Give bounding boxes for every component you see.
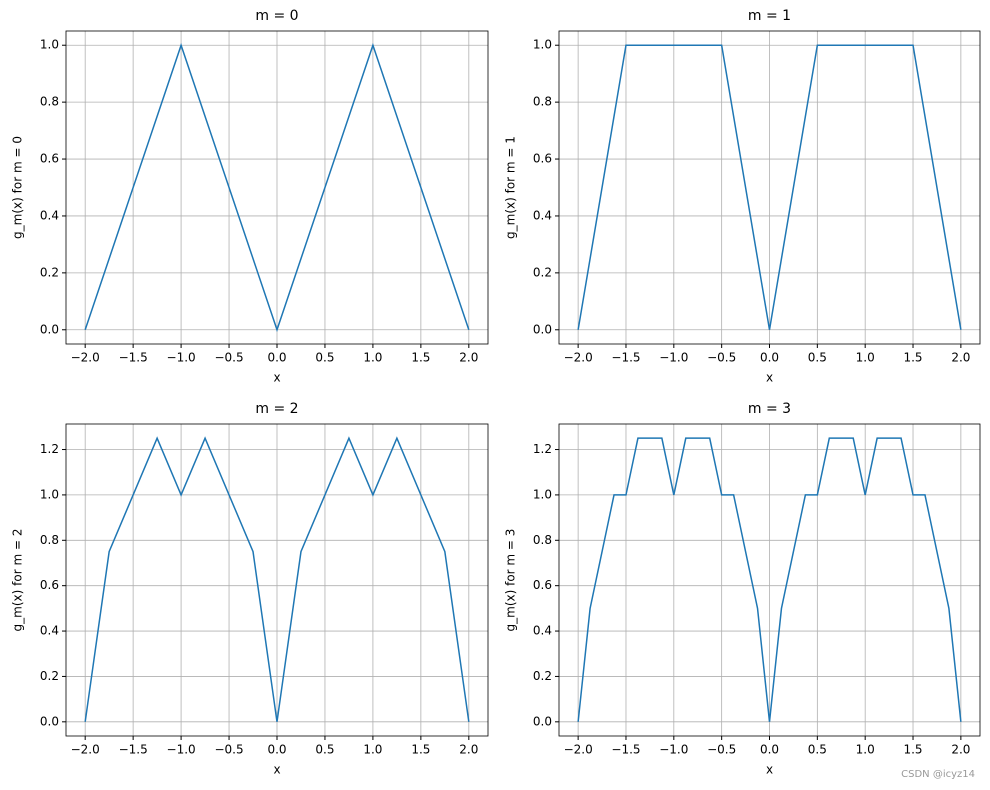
y-tick-label: 0.8 xyxy=(533,95,552,109)
data-line xyxy=(577,44,962,330)
x-tick-label: −1.5 xyxy=(611,351,640,365)
x-tick-label: 1.5 xyxy=(411,351,430,365)
data-line xyxy=(84,436,470,722)
x-tick-label: −0.5 xyxy=(214,743,243,757)
y-tick-label: 1.0 xyxy=(40,38,59,52)
watermark: CSDN @icyz14 xyxy=(901,769,975,780)
y-tick-label: 0.8 xyxy=(533,533,552,547)
x-tick-label: −1.5 xyxy=(611,743,640,757)
x-tick-label: 0.0 xyxy=(760,743,779,757)
x-tick-label: 1.5 xyxy=(903,351,922,365)
x-tick-label: −2.0 xyxy=(564,351,593,365)
y-tick-label: 1.0 xyxy=(40,487,59,501)
y-axis-label: g_m(x) for m = 1 xyxy=(504,136,518,239)
y-tick-label: 1.2 xyxy=(533,442,552,456)
y-tick-label: 0.0 xyxy=(533,322,552,336)
y-tick-label: 0.6 xyxy=(533,152,552,166)
x-tick-label: −2.0 xyxy=(71,351,100,365)
x-tick-label: −0.5 xyxy=(707,743,736,757)
x-tick-label: −2.0 xyxy=(564,743,593,757)
y-tick-label: 0.4 xyxy=(40,624,59,638)
y-axis-label: g_m(x) for m = 0 xyxy=(11,136,25,239)
x-tick-label: 1.5 xyxy=(903,743,922,757)
x-tick-label: −2.0 xyxy=(71,743,100,757)
x-tick-label: 0.5 xyxy=(315,743,334,757)
y-tick-label: 0.8 xyxy=(40,95,59,109)
x-tick-label: 1.0 xyxy=(363,351,382,365)
x-tick-label: −1.5 xyxy=(119,743,148,757)
x-tick-label: −1.0 xyxy=(659,351,688,365)
data-line xyxy=(577,437,962,722)
x-tick-label: 1.0 xyxy=(363,743,382,757)
x-tick-label: 0.0 xyxy=(267,351,286,365)
chart-title: m = 2 xyxy=(255,401,298,417)
x-axis-label: x xyxy=(273,763,280,777)
y-tick-label: 0.2 xyxy=(40,669,59,683)
axes-frame xyxy=(65,423,489,737)
x-tick-label: −1.5 xyxy=(119,351,148,365)
axes-frame xyxy=(65,30,489,345)
x-tick-label: −1.0 xyxy=(167,351,196,365)
y-tick-label: 0.2 xyxy=(533,669,552,683)
x-tick-label: 1.0 xyxy=(856,743,875,757)
x-tick-label: 0.0 xyxy=(267,743,286,757)
x-tick-label: 0.0 xyxy=(760,351,779,365)
y-tick-label: 0.6 xyxy=(533,578,552,592)
y-axis-label: g_m(x) for m = 3 xyxy=(504,529,518,632)
y-tick-label: 0.2 xyxy=(533,265,552,279)
x-tick-label: 2.0 xyxy=(459,743,478,757)
y-tick-label: 0.6 xyxy=(40,152,59,166)
x-tick-label: 0.5 xyxy=(315,351,334,365)
x-tick-label: 0.5 xyxy=(808,743,827,757)
x-axis-label: x xyxy=(766,763,773,777)
chart-title: m = 0 xyxy=(255,8,298,24)
y-tick-label: 0.2 xyxy=(40,265,59,279)
y-tick-label: 0.6 xyxy=(40,578,59,592)
x-tick-label: −1.0 xyxy=(167,743,196,757)
y-tick-label: 0.0 xyxy=(40,714,59,728)
x-tick-label: 0.5 xyxy=(808,351,827,365)
x-tick-label: 2.0 xyxy=(951,351,970,365)
x-tick-label: −1.0 xyxy=(659,743,688,757)
y-tick-label: 1.0 xyxy=(533,487,552,501)
chart-title: m = 1 xyxy=(748,8,791,24)
y-tick-label: 0.4 xyxy=(533,624,552,638)
y-tick-label: 0.0 xyxy=(40,322,59,336)
chart-title: m = 3 xyxy=(748,401,791,417)
y-tick-label: 1.2 xyxy=(40,442,59,456)
x-tick-label: −0.5 xyxy=(707,351,736,365)
axes-frame xyxy=(558,30,981,345)
x-axis-label: x xyxy=(766,371,773,385)
y-axis-label: g_m(x) for m = 2 xyxy=(11,529,25,632)
y-tick-label: 0.4 xyxy=(40,208,59,222)
x-tick-label: 1.0 xyxy=(856,351,875,365)
axes-frame xyxy=(558,423,981,737)
y-tick-label: 0.4 xyxy=(533,208,552,222)
y-tick-label: 0.0 xyxy=(533,714,552,728)
data-line xyxy=(84,42,470,333)
x-tick-label: 1.5 xyxy=(411,743,430,757)
y-tick-label: 0.8 xyxy=(40,533,59,547)
x-axis-label: x xyxy=(273,371,280,385)
x-tick-label: 2.0 xyxy=(459,351,478,365)
x-tick-label: 2.0 xyxy=(951,743,970,757)
y-tick-label: 1.0 xyxy=(533,38,552,52)
x-tick-label: −0.5 xyxy=(214,351,243,365)
